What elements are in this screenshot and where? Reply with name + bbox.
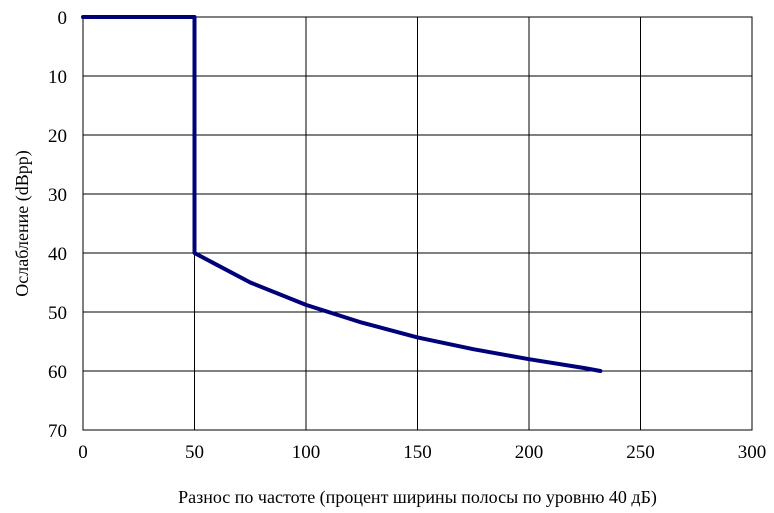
y-axis-label: Ослабление (dBpp) bbox=[12, 150, 33, 296]
y-axis-ticks: 0 10 20 30 40 50 60 70 bbox=[48, 8, 67, 442]
y-tick-label: 50 bbox=[48, 303, 67, 324]
series-layer bbox=[81, 15, 603, 373]
y-tick-label: 20 bbox=[48, 126, 67, 147]
x-axis-label: Разнос по частоте (процент ширины полосы… bbox=[178, 487, 657, 508]
x-tick-label: 300 bbox=[738, 442, 767, 463]
y-tick-label: 30 bbox=[48, 185, 67, 206]
grid-lines bbox=[82, 16, 753, 431]
y-tick-label: 70 bbox=[48, 421, 67, 442]
x-tick-label: 250 bbox=[626, 442, 655, 463]
x-axis-ticks: 0 50 100 150 200 250 300 bbox=[78, 442, 766, 463]
y-tick-label: 40 bbox=[48, 244, 67, 265]
x-tick-label: 100 bbox=[292, 442, 321, 463]
attenuation-line bbox=[81, 15, 603, 373]
y-tick-label: 0 bbox=[58, 8, 68, 29]
plot-frame bbox=[82, 16, 753, 431]
x-tick-label: 50 bbox=[185, 442, 204, 463]
x-tick-label: 150 bbox=[403, 442, 432, 463]
x-tick-label: 200 bbox=[515, 442, 544, 463]
x-tick-label: 0 bbox=[78, 442, 88, 463]
y-tick-label: 10 bbox=[48, 67, 67, 88]
y-tick-label: 60 bbox=[48, 362, 67, 383]
